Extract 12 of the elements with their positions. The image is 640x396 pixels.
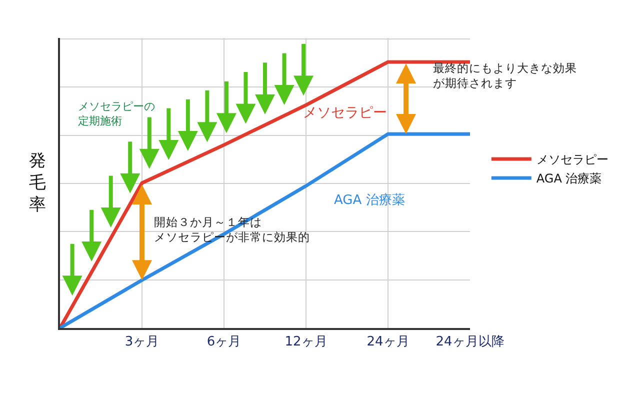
annotation: AGA 治療薬 (334, 193, 405, 208)
legend-label: メソセラピー (536, 152, 608, 167)
annotation: 最終的にもより大きな効果が期待されます (433, 61, 577, 90)
x-tick-label: 12ヶ月 (284, 334, 328, 350)
annotation: メソセラピーの定期施術 (78, 100, 155, 128)
x-tick-label: 24ヶ月 (366, 334, 410, 350)
x-tick-label: 3ヶ月 (124, 334, 160, 350)
annotation: メソセラピー (303, 105, 387, 121)
x-tick-label: 6ヶ月 (206, 334, 242, 350)
legend-label: AGA 治療薬 (536, 172, 602, 186)
x-tick-label: 24ヶ月以降 (436, 334, 504, 350)
y-axis-title: 発毛率 (29, 151, 46, 216)
